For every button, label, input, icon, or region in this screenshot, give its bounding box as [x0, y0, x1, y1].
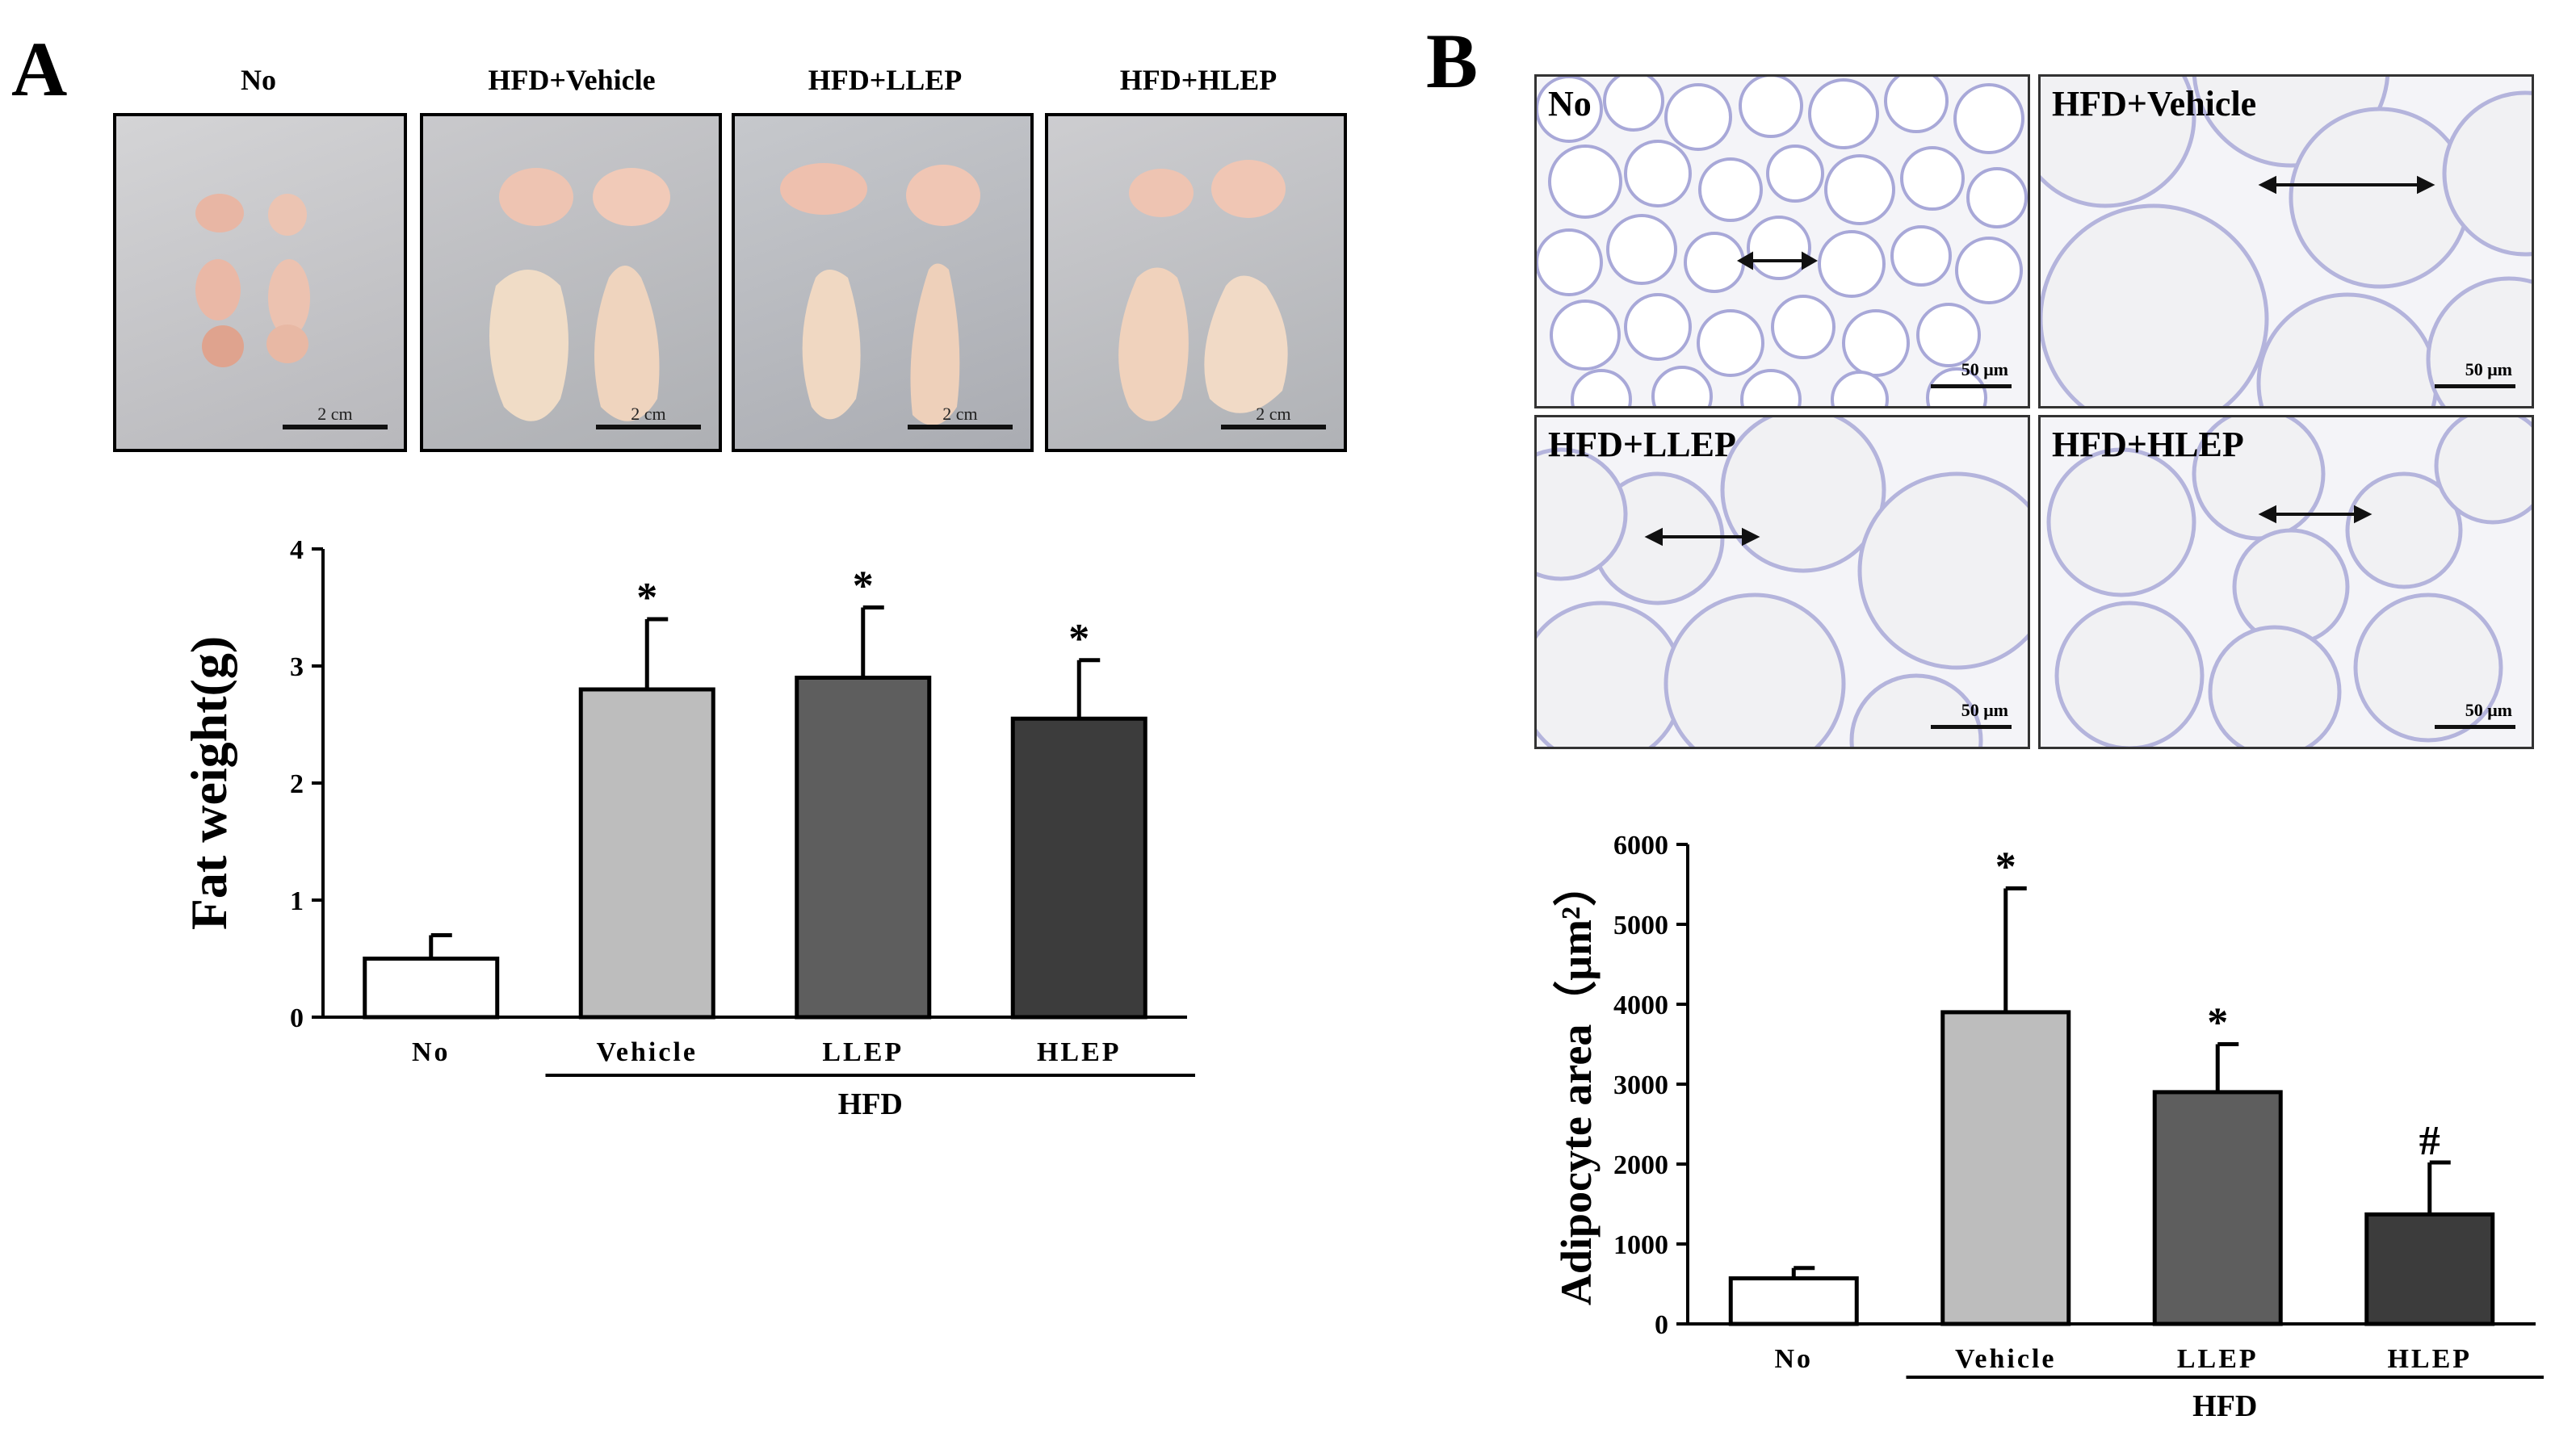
scale-bar-hfd-hlep	[1221, 425, 1326, 429]
y-tick-label: 6000	[1613, 831, 1668, 861]
y-tick-label: 0	[290, 1003, 304, 1033]
chart-adipocyte-area: 0 1000 2000 3000 4000 5000 6000 Adipocyte area（…	[1552, 831, 2544, 1423]
y-tick-label: 3	[290, 652, 304, 682]
bar-hlep	[2364, 1212, 2495, 1326]
significance-marker: *	[1995, 844, 2016, 890]
y-tick-label: 1	[290, 886, 304, 916]
scale-bar-hfd-vehicle	[596, 425, 701, 429]
group-label: HFD	[2192, 1389, 2257, 1423]
y-tick-label: 1000	[1613, 1230, 1668, 1260]
scale-bar-no	[283, 425, 388, 429]
significance-marker: *	[636, 575, 657, 621]
y-tick-label: 4000	[1613, 991, 1668, 1020]
bar-llep	[795, 676, 932, 1020]
bar-no	[1728, 1276, 1859, 1326]
fat-photo-hfd-llep: 2 cm	[732, 113, 1034, 452]
bar-vehicle	[1940, 1010, 2071, 1326]
bar-no	[363, 957, 500, 1020]
histology-scale-bar-hfd-vehicle	[2435, 384, 2515, 388]
photo-label-hfd-hlep: HFD+HLEP	[1119, 64, 1278, 96]
histology-scale-bar-hfd-hlep	[2435, 725, 2515, 729]
x-category-label: HLEP	[1037, 1037, 1122, 1067]
scale-bar-hfd-llep	[908, 425, 1013, 429]
x-category-label: LLEP	[822, 1037, 904, 1067]
significance-marker: *	[853, 563, 874, 609]
group-label: HFD	[838, 1087, 903, 1121]
panel-a-letter: A	[11, 26, 68, 112]
histology-hfd-vehicle: HFD+Vehicle 50 μm	[2038, 74, 2534, 408]
histology-scale-text-hfd-llep: 50 μm	[1961, 700, 2008, 720]
scale-text-hfd-llep: 2 cm	[942, 404, 978, 424]
x-category-label: No	[1774, 1344, 1813, 1374]
histology-no: No 50 μm	[1534, 74, 2030, 408]
histology-label-no: No	[1548, 84, 1592, 124]
y-tick-label: 2	[290, 769, 304, 799]
y-tick-label: 5000	[1613, 911, 1668, 940]
x-category-label: LLEP	[2177, 1344, 2259, 1374]
significance-marker: *	[1068, 616, 1089, 662]
scale-text-hfd-vehicle: 2 cm	[631, 404, 666, 424]
histology-scale-text-hfd-vehicle: 50 μm	[2465, 359, 2512, 379]
fat-photo-hfd-hlep: 2 cm	[1045, 113, 1347, 452]
chart-fat-weight: 0 1 2 3 4 Fat weight(g) No * Vehicle * LLEP * HLEP HF…	[180, 535, 1195, 1121]
histology-scale-bar-hfd-llep	[1931, 725, 2012, 729]
histology-scale-text-no: 50 μm	[1961, 359, 2008, 379]
y-tick-label: 4	[290, 535, 304, 565]
x-category-label: HLEP	[2387, 1344, 2472, 1374]
histology-scale-text-hfd-hlep: 50 μm	[2465, 700, 2512, 720]
y-tick-label: 0	[1655, 1310, 1668, 1340]
y-axis-label: Adipocyte area（μm²）	[1552, 863, 1601, 1305]
histology-scale-bar-no	[1931, 384, 2012, 388]
x-category-label: Vehicle	[596, 1037, 698, 1067]
scale-text-hfd-hlep: 2 cm	[1256, 404, 1291, 424]
photo-label-hfd-vehicle: HFD+Vehicle	[488, 64, 656, 96]
bar-hlep	[1010, 716, 1147, 1020]
scale-text-no: 2 cm	[317, 404, 353, 424]
histology-hfd-hlep: HFD+HLEP 50 μm	[2038, 415, 2534, 749]
x-category-label: Vehicle	[1955, 1344, 2057, 1374]
fat-photo-no: 2 cm	[113, 113, 407, 452]
histology-label-hfd-hlep: HFD+HLEP	[2052, 425, 2244, 464]
photo-label-no: No	[241, 64, 276, 96]
significance-marker: *	[2207, 1000, 2228, 1046]
panel-b-letter: B	[1426, 18, 1479, 104]
histology-hfd-llep: HFD+LLEP 50 μm	[1534, 415, 2030, 749]
histology-label-hfd-vehicle: HFD+Vehicle	[2052, 84, 2257, 124]
y-tick-label: 3000	[1613, 1070, 1668, 1100]
x-category-label: No	[412, 1037, 451, 1067]
y-axis-label: Fat weight(g)	[180, 636, 237, 930]
histology-label-hfd-llep: HFD+LLEP	[1548, 425, 1736, 464]
bar-llep	[2152, 1090, 2283, 1326]
fat-photo-hfd-vehicle: 2 cm	[420, 113, 722, 452]
y-tick-label: 2000	[1613, 1150, 1668, 1180]
photo-label-hfd-llep: HFD+LLEP	[808, 64, 963, 96]
bar-vehicle	[578, 687, 715, 1020]
significance-marker: #	[2419, 1118, 2440, 1164]
